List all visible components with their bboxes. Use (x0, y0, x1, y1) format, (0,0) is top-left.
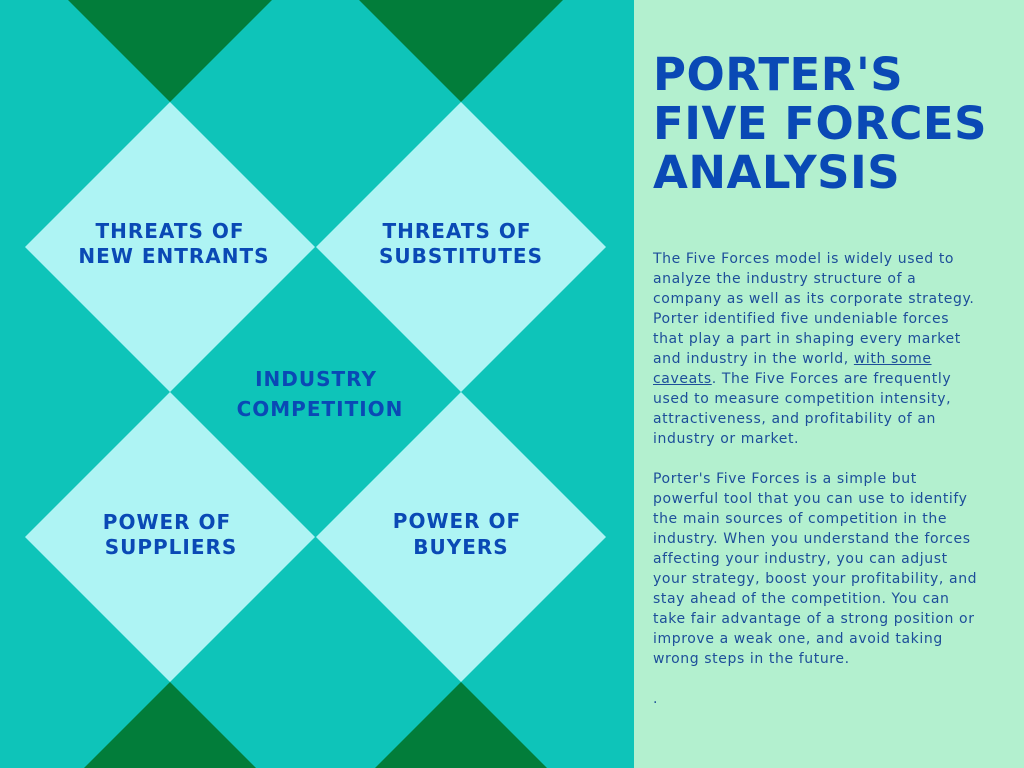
diamond-power-of-buyers (316, 392, 606, 682)
page-title: PORTER'S FIVE FORCES ANALYSIS (653, 50, 1013, 197)
description-panel: PORTER'S FIVE FORCES ANALYSIS The Five F… (634, 0, 1024, 768)
trailing-period: . (653, 691, 659, 707)
title-line-2: FIVE FORCES (653, 97, 988, 150)
paragraph-1-start: The Five Forces model is widely used to … (653, 251, 975, 367)
description-text: The Five Forces model is widely used to … (653, 249, 983, 729)
title-line-1: PORTER'S (653, 48, 904, 101)
teal-background (0, 0, 634, 768)
label-threats-of-new-entrants: THREATS OF NEW ENTRANTS (78, 219, 269, 268)
paragraph-2: Porter's Five Forces is a simple but pow… (653, 471, 978, 667)
label-power-of-buyers: POWER OF BUYERS (393, 509, 529, 559)
diamond-threats-of-new-entrants (25, 102, 315, 392)
paragraph-1: The Five Forces model is widely used to … (653, 249, 983, 449)
five-forces-diagram: THREATS OF NEW ENTRANTS THREATS OF SUBST… (0, 0, 634, 768)
title-line-3: ANALYSIS (653, 146, 901, 199)
label-power-of-suppliers: POWER OF SUPPLIERS (103, 510, 239, 559)
dark-green-triangle-top-right (359, 0, 563, 102)
caveats-link[interactable]: with some caveats (653, 351, 932, 387)
paragraph-1-end: . The Five Forces are frequently used to… (653, 371, 952, 447)
dark-green-triangle-bottom-right (375, 682, 547, 768)
dark-green-triangle-top-left (68, 0, 272, 102)
diamond-power-of-suppliers (25, 392, 315, 682)
dark-green-triangle-bottom-left (84, 682, 256, 768)
label-threats-of-substitutes: THREATS OF SUBSTITUTES (379, 219, 543, 268)
label-industry-competition: INDUSTRY COMPETITION (237, 367, 404, 421)
diamond-threats-of-substitutes (316, 102, 606, 392)
